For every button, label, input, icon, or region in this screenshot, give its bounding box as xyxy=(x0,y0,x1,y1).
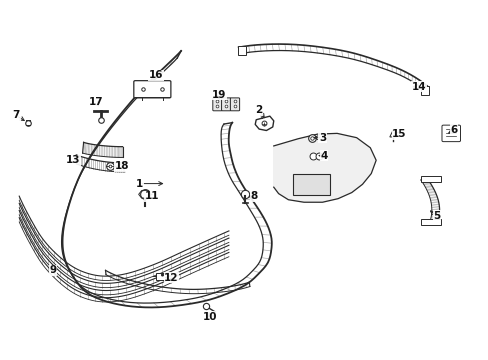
Text: 3: 3 xyxy=(318,133,325,143)
Text: 16: 16 xyxy=(148,70,163,80)
FancyBboxPatch shape xyxy=(221,98,230,111)
Text: 17: 17 xyxy=(88,97,103,107)
Text: 6: 6 xyxy=(449,125,457,135)
Bar xyxy=(156,273,167,280)
Text: 5: 5 xyxy=(432,211,440,221)
Text: 1: 1 xyxy=(136,179,143,189)
Bar xyxy=(420,86,428,95)
FancyBboxPatch shape xyxy=(134,81,170,98)
Text: 11: 11 xyxy=(144,191,159,201)
Text: 8: 8 xyxy=(250,191,257,201)
Polygon shape xyxy=(273,134,375,202)
FancyBboxPatch shape xyxy=(441,125,460,141)
Bar xyxy=(420,219,440,225)
Text: 19: 19 xyxy=(211,90,226,100)
Text: 7: 7 xyxy=(13,111,20,121)
Text: 13: 13 xyxy=(65,155,80,165)
Polygon shape xyxy=(389,130,396,137)
Bar xyxy=(420,176,440,182)
Text: 2: 2 xyxy=(255,105,262,115)
Text: 18: 18 xyxy=(114,161,129,171)
FancyBboxPatch shape xyxy=(230,98,239,111)
Bar xyxy=(237,46,246,55)
FancyBboxPatch shape xyxy=(212,98,222,111)
Bar xyxy=(293,174,329,195)
Text: 4: 4 xyxy=(320,150,327,161)
Text: 10: 10 xyxy=(203,312,217,322)
Text: 14: 14 xyxy=(411,82,426,92)
Text: 9: 9 xyxy=(50,265,57,275)
Text: 15: 15 xyxy=(391,129,406,139)
Text: 12: 12 xyxy=(164,273,178,283)
